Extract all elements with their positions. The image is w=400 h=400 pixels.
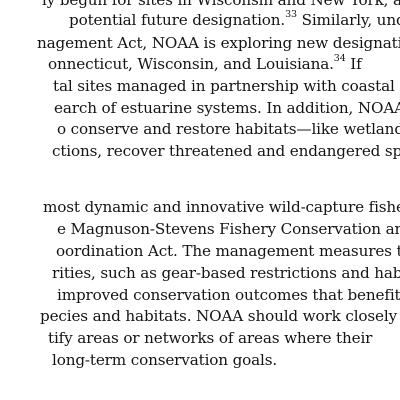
text-line: long-term conservation goals.: [52, 351, 278, 369]
text-line: improved conservation outcomes that bene…: [57, 286, 400, 304]
text-line: earch of estuarine systems. In addition,…: [54, 99, 400, 117]
text-line: o conserve and restore habitats—like wet…: [57, 120, 400, 138]
text-line: ctions, recover threatened and endangere…: [52, 142, 400, 160]
text-line: tify areas or networks of areas where th…: [48, 329, 373, 347]
text-line: tal sites managed in partnership with co…: [53, 77, 400, 95]
text-line: rities, such as gear-based restrictions …: [52, 264, 400, 282]
text-line: oordination Act. The management measures…: [56, 242, 400, 260]
text-line: ly begun for sites in Wisconsin and New …: [42, 0, 400, 9]
footnote-ref-33[interactable]: 33: [285, 9, 297, 20]
text-line: pecies and habitats. NOAA should work cl…: [40, 307, 400, 325]
footnote-ref-34[interactable]: 34: [333, 53, 346, 64]
text-line: potential future designation.33 Similarl…: [69, 9, 400, 29]
text-line: e Magnuson-Stevens Fishery Conservation …: [57, 220, 400, 238]
text-line: nagement Act, NOAA is exploring new desi…: [37, 34, 400, 52]
text-line: most dynamic and innovative wild-capture…: [43, 198, 400, 216]
text-line: onnecticut, Wisconsin, and Louisiana.34 …: [48, 53, 362, 73]
